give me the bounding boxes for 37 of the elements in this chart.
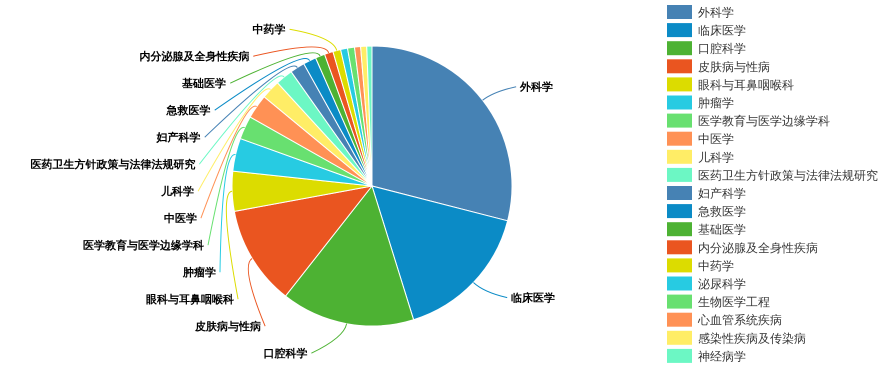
legend-label: 外科学 <box>698 6 734 20</box>
slice-label: 口腔科学 <box>263 347 308 360</box>
slice-label: 医学教育与医学边缘学科 <box>83 239 204 252</box>
slice-label: 皮肤病与性病 <box>194 320 262 334</box>
legend-label: 临床医学 <box>698 24 746 38</box>
slice-label: 儿科学 <box>160 185 194 198</box>
legend-label: 泌尿科学 <box>698 277 746 291</box>
pie-slice <box>372 46 512 222</box>
legend-label: 基础医学 <box>698 222 746 237</box>
legend-label: 医学教育与医学边缘学科 <box>698 114 830 128</box>
slice-label: 中药学 <box>252 23 286 36</box>
legend-label: 肿瘤学 <box>698 96 734 110</box>
legend-label: 儿科学 <box>698 150 734 164</box>
legend-label: 心血管系统疾病 <box>697 313 782 328</box>
slice-label: 妇产科学 <box>156 131 201 144</box>
legend-label: 神经病学 <box>698 349 746 364</box>
legend-label: 急救医学 <box>697 204 746 219</box>
slice-label: 肿瘤学 <box>182 266 216 280</box>
legend-label: 口腔科学 <box>698 42 746 56</box>
legend-label: 眼科与耳鼻咽喉科 <box>698 78 794 92</box>
legend-label: 中药学 <box>698 258 734 273</box>
slice-label: 外科学 <box>519 80 554 94</box>
legend-label: 生物医学工程 <box>698 295 770 310</box>
legend-label: 内分泌腺及全身性疾病 <box>698 240 818 255</box>
legend-label: 皮肤病与性病 <box>698 60 770 74</box>
slice-label: 医药卫生方针政策与法律法规研究 <box>30 158 196 172</box>
legend-label: 医药卫生方针政策与法律法规研究 <box>698 168 878 182</box>
slice-label: 眼科与耳鼻咽喉科 <box>146 293 234 306</box>
legend-label: 感染性疾病及传染病 <box>698 331 806 346</box>
legend-label: 中医学 <box>698 132 734 146</box>
slice-label: 内分泌腺及全身性疾病 <box>139 50 250 64</box>
slice-label: 基础医学 <box>181 77 226 90</box>
pie-slice <box>372 186 508 320</box>
slice-label: 中医学 <box>164 212 197 226</box>
slice-label: 临床医学 <box>511 292 556 305</box>
slice-label: 急救医学 <box>166 104 211 118</box>
legend-label: 妇产科学 <box>698 186 746 200</box>
